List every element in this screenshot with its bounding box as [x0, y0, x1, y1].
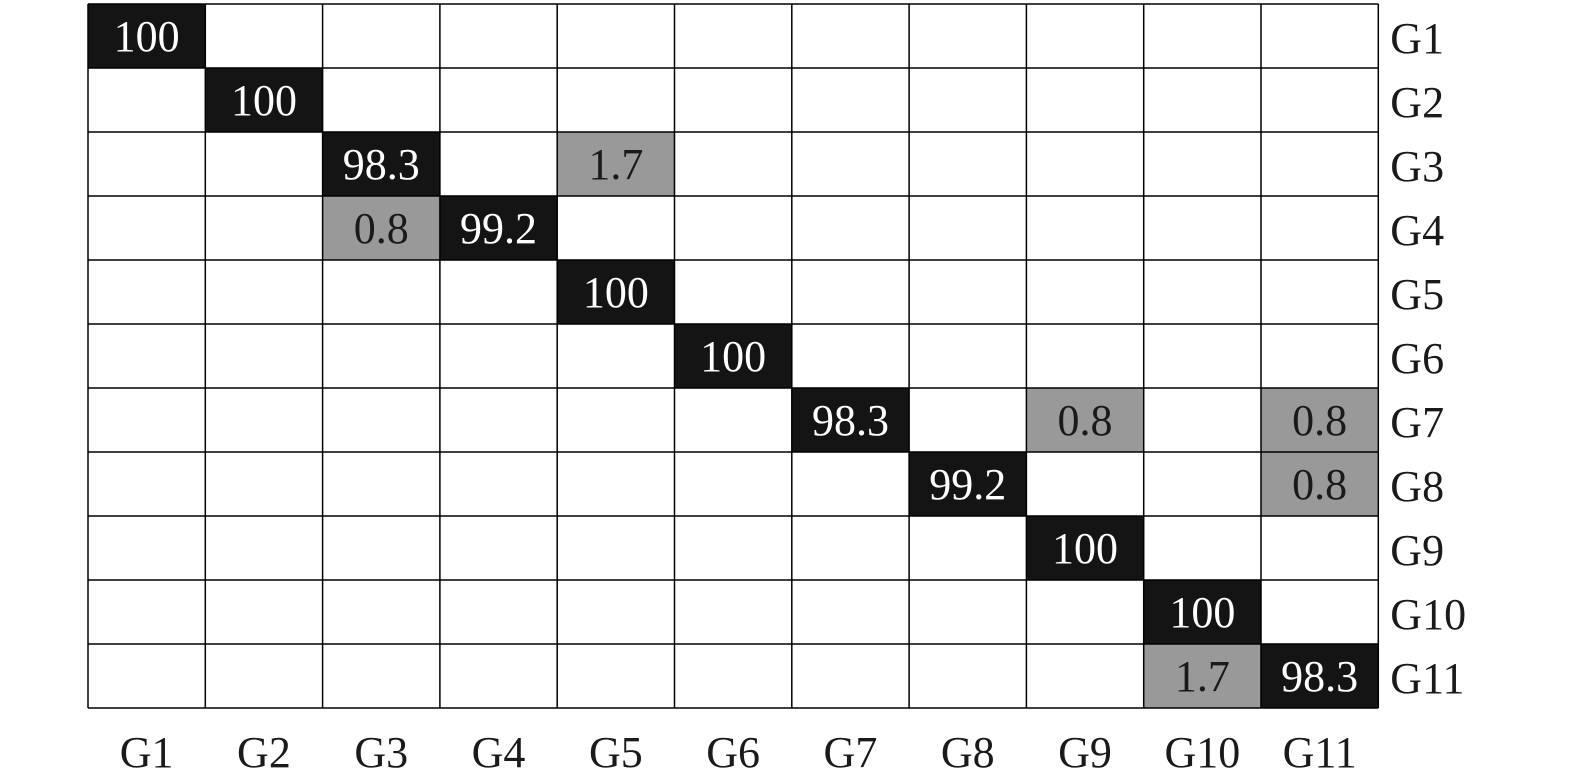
y-tick-label-G5: G5	[1390, 270, 1444, 319]
x-tick-label-G2: G2	[237, 728, 291, 777]
x-tick-label-G11: G11	[1283, 728, 1357, 777]
y-tick-label-G10: G10	[1390, 590, 1466, 639]
cell-G10-G10	[1143, 580, 1261, 644]
cell-label-G3-G5: 1.7	[588, 140, 643, 189]
y-tick-label-G1: G1	[1390, 14, 1444, 63]
y-tick-label-G6: G6	[1390, 334, 1444, 383]
cell-label-G8-G11: 0.8	[1292, 460, 1347, 509]
cell-G6-G6	[674, 324, 792, 388]
x-tick-label-G7: G7	[824, 728, 878, 777]
cell-G9-G9	[1026, 516, 1144, 580]
x-tick-label-G4: G4	[472, 728, 526, 777]
x-tick-label-G1: G1	[120, 728, 174, 777]
cell-label-G10-G10: 100	[1169, 588, 1235, 637]
cell-label-G2-G2: 100	[231, 76, 297, 125]
cell-label-G11-G10: 1.7	[1175, 652, 1230, 701]
cell-label-G9-G9: 100	[1052, 524, 1118, 573]
y-tick-label-G2: G2	[1390, 78, 1444, 127]
cell-G8-G8	[909, 452, 1027, 516]
cell-G1-G1	[88, 4, 206, 68]
y-tick-label-G9: G9	[1390, 526, 1444, 575]
cell-label-G4-G3: 0.8	[354, 204, 409, 253]
cell-label-G7-G11: 0.8	[1292, 396, 1347, 445]
cell-G5-G5	[557, 260, 675, 324]
cell-label-G5-G5: 100	[583, 268, 649, 317]
cell-label-G8-G8: 99.2	[929, 460, 1006, 509]
tick-labels-layer: G1 G2 G3 G4 G5 G6 G7 G8 G9 G10 G11 G1 G2 G3 G4 G5 G6 G7 G8…	[120, 14, 1466, 777]
cell-G4-G4	[439, 196, 558, 260]
cell-G8-G11	[1261, 452, 1379, 516]
cell-label-G7-G9: 0.8	[1058, 396, 1113, 445]
x-tick-label-G6: G6	[706, 728, 760, 777]
y-tick-label-G3: G3	[1390, 142, 1444, 191]
cell-label-G7-G7: 98.3	[812, 396, 889, 445]
cell-G7-G9	[1026, 388, 1144, 452]
cell-G7-G7	[791, 388, 910, 452]
cell-G11-G11	[1261, 644, 1379, 708]
x-tick-label-G9: G9	[1058, 728, 1112, 777]
x-tick-label-G5: G5	[589, 728, 643, 777]
grid-layer	[87, 3, 1380, 709]
cell-G4-G3	[322, 196, 440, 260]
y-tick-label-G11: G11	[1390, 654, 1464, 703]
cell-label-G1-G1: 100	[114, 12, 180, 61]
y-tick-label-G4: G4	[1390, 206, 1444, 255]
x-tick-label-G10: G10	[1164, 728, 1240, 777]
y-tick-label-G8: G8	[1390, 462, 1444, 511]
y-tick-label-G7: G7	[1390, 398, 1444, 447]
x-tick-label-G3: G3	[354, 728, 408, 777]
cell-label-G3-G3: 98.3	[343, 140, 420, 189]
cell-G11-G10	[1143, 644, 1261, 708]
cell-G3-G5	[557, 132, 675, 196]
cell-G2-G2	[205, 68, 323, 132]
cell-label-G6-G6: 100	[700, 332, 766, 381]
cell-labels-layer: 100 100 98.3 1.7 0.8 99.2 100 100 98.3 0.8 0.8 99.2…	[114, 12, 1359, 701]
cell-label-G4-G4: 99.2	[460, 204, 537, 253]
cell-G7-G11	[1261, 388, 1379, 452]
cells-layer	[88, 4, 1379, 708]
cell-G3-G3	[322, 132, 440, 196]
cell-label-G11-G11: 98.3	[1281, 652, 1358, 701]
x-tick-label-G8: G8	[941, 728, 995, 777]
